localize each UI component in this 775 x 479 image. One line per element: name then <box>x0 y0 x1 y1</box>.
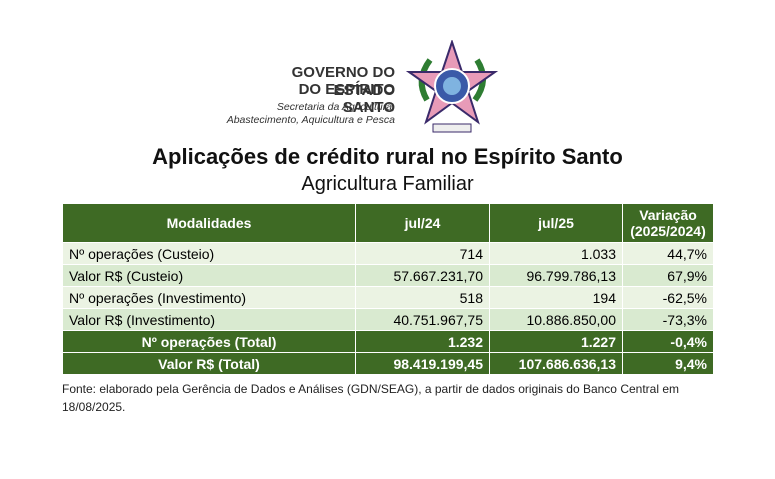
table-body: Nº operações (Custeio) 714 1.033 44,7% Valor… <box>62 242 714 375</box>
total-cell: -0,4% <box>622 330 714 353</box>
cell: 1.033 <box>489 242 623 265</box>
data-table: Modalidades jul/24 jul/25 Variação (2025/20… <box>62 203 714 375</box>
cell: 67,9% <box>622 264 714 287</box>
subtitle: Agricultura Familiar <box>301 173 474 195</box>
total-cell: Valor R$ (Total) <box>62 352 356 375</box>
gov-line: GOVERNO DO ESTADO <box>291 64 395 99</box>
cell: Nº operações (Investimento) <box>62 286 356 309</box>
total-row: Nº operações (Total) 1.232 1.227 -0,4% <box>62 330 714 353</box>
total-cell: Nº operações (Total) <box>62 330 356 353</box>
header-cell: jul/24 <box>355 203 490 243</box>
cell: -62,5% <box>622 286 714 309</box>
emblem <box>405 40 499 133</box>
gov-line: DO ESPÍRITO SANTO <box>298 81 395 116</box>
cell: 44,7% <box>622 242 714 265</box>
header-cell: jul/25 <box>489 203 623 243</box>
cell: 57.667.231,70 <box>355 264 490 287</box>
footnote: Fonte: elaborado pela Gerência de Dados … <box>62 382 680 414</box>
cell: 40.751.967,75 <box>355 308 490 331</box>
total-row: Valor R$ (Total) 98.419.199,45 107.686.636… <box>62 352 714 375</box>
table-row: Nº operações (Custeio) 714 1.033 44,7% <box>62 242 714 265</box>
cell: 194 <box>489 286 623 309</box>
cell: 96.799.786,13 <box>489 264 623 287</box>
header-cell: Modalidades <box>62 203 356 243</box>
total-cell: 98.419.199,45 <box>355 352 490 375</box>
cell: Valor R$ (Custeio) <box>62 264 356 287</box>
table-row: Nº operações (Investimento) 518 194 -62,5% <box>62 286 714 309</box>
header-cell: Variação (2025/2024) <box>622 203 714 243</box>
total-cell: 9,4% <box>622 352 714 375</box>
total-cell: 107.686.636,13 <box>489 352 623 375</box>
cell: 714 <box>355 242 490 265</box>
cell: -73,3% <box>622 308 714 331</box>
cell: 518 <box>355 286 490 309</box>
title: Aplicações de crédito rural no Espírito … <box>152 144 623 169</box>
cell: 10.886.850,00 <box>489 308 623 331</box>
cell: Nº operações (Custeio) <box>62 242 356 265</box>
secretaria-line: Secretaria da Agricultura, <box>276 101 395 113</box>
secretaria-line: Abastecimento, Aquicultura e Pesca <box>226 114 395 126</box>
total-cell: 1.227 <box>489 330 623 353</box>
cell: Valor R$ (Investimento) <box>62 308 356 331</box>
table-row: Valor R$ (Investimento) 40.751.967,75 10.8… <box>62 308 714 331</box>
total-cell: 1.232 <box>355 330 490 353</box>
table-row: Valor R$ (Custeio) 57.667.231,70 96.799.78… <box>62 264 714 287</box>
header-row: Modalidades jul/24 jul/25 Variação (2025/20… <box>62 203 714 243</box>
